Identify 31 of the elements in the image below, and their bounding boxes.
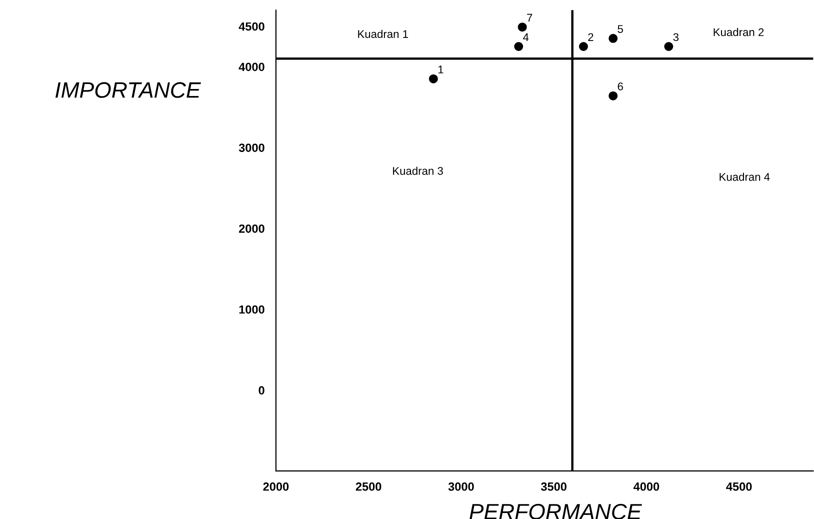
annotation: 7	[527, 14, 532, 22]
annotation: 1	[438, 66, 444, 74]
y-tick-label: 4000	[238, 62, 264, 72]
annotation: 5	[618, 25, 623, 33]
y-tick-label: 1000	[239, 305, 264, 314]
point	[608, 34, 618, 43]
y-tick-label: 2000	[238, 224, 264, 233]
y-axis-title: IMPORTANCE	[55, 82, 201, 98]
annotation: 3	[673, 33, 679, 42]
x-tick-label: 2000	[263, 482, 289, 491]
x-tick-label: 2500	[356, 482, 382, 491]
annotation: Kuadran 2	[714, 28, 764, 36]
y-tick-label: 0	[258, 386, 264, 395]
annotation: Kuadran 4	[720, 172, 770, 181]
annotation: Kuadran 3	[393, 166, 443, 175]
annotation: 6	[618, 82, 623, 90]
annotation: 2	[588, 33, 594, 41]
x-tick-label: 3500	[540, 482, 566, 491]
point	[518, 22, 527, 32]
y-tick-label: 3000	[238, 144, 264, 152]
x-tick-label: 4000	[634, 482, 660, 491]
point	[428, 74, 438, 84]
annotation: Kuadran 1	[358, 30, 408, 38]
point	[578, 42, 588, 52]
x-tick-label: 4500	[726, 482, 752, 491]
point	[664, 42, 674, 52]
annotation: 4	[523, 33, 529, 41]
point	[514, 42, 524, 52]
y-tick-label: 4500	[238, 22, 264, 31]
point	[608, 91, 618, 100]
x-tick-label: 3000	[448, 482, 474, 491]
